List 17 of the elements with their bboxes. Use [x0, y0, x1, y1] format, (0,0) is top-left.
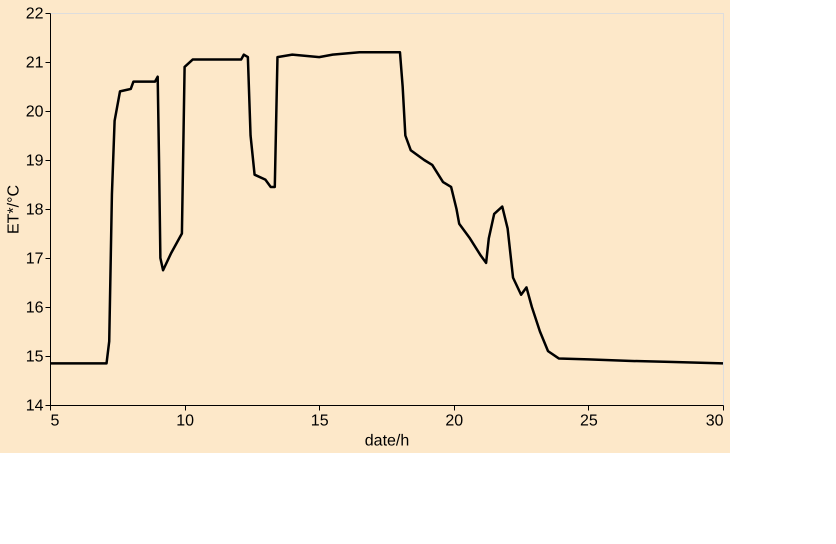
- y-tick-label: 17: [26, 250, 44, 268]
- y-tick-label: 21: [26, 54, 44, 72]
- x-tick-label: 25: [580, 412, 598, 430]
- x-axis-title: date/h: [364, 432, 410, 450]
- y-tick-label: 18: [26, 202, 44, 218]
- y-tick-label: 14: [26, 398, 44, 414]
- y-tick-label: 22: [26, 6, 44, 22]
- y-axis-title: ET*/°C: [6, 184, 23, 234]
- x-tick-label: 20: [445, 412, 464, 430]
- x-tick-label: 5: [50, 412, 60, 430]
- x-tick-label: 30: [706, 412, 724, 430]
- y-tick-label: 15: [26, 348, 44, 366]
- x-tick-label: 15: [310, 412, 329, 430]
- y-tick-label: 20: [26, 104, 44, 120]
- y-tick-label: 19: [26, 152, 44, 170]
- y-tick-label: 16: [26, 300, 44, 316]
- x-tick-label: 10: [176, 412, 194, 430]
